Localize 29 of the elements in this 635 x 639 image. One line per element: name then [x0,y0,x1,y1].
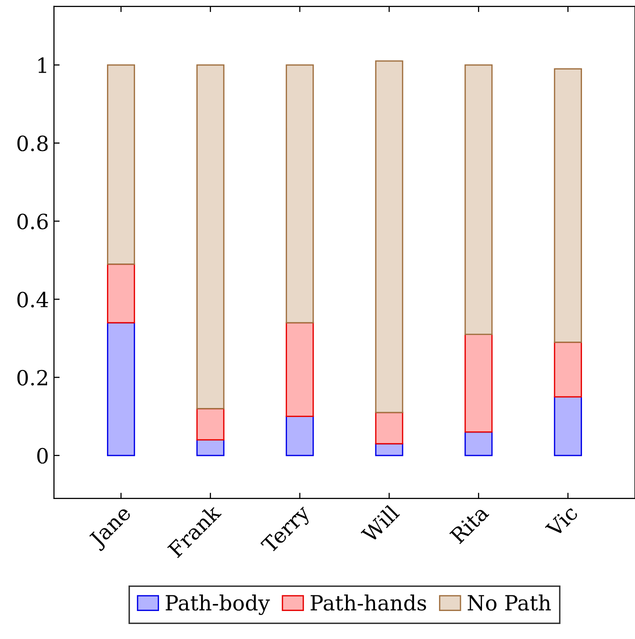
x-tick-label: Vic [544,504,579,538]
legend-label: No Path [468,594,551,611]
bar [106,322,136,456]
bar [464,64,493,336]
legend-label: Path-hands [310,594,426,611]
bar [554,342,582,398]
bar [554,396,582,456]
bar [375,412,404,444]
bar [106,263,136,324]
bar [464,334,493,433]
bar [375,60,404,414]
bar [286,416,314,456]
bar [286,322,314,418]
y-tick-label: 0.8 [17,136,48,152]
x-tick-label: Rita [449,504,490,544]
y-tick-label: 0.2 [17,370,48,386]
bar [464,431,493,456]
y-tick-label: 1 [38,57,46,73]
bar [196,439,224,456]
bar [286,64,314,324]
legend-label: Path-body [166,594,270,615]
x-tick-label: Will [360,504,400,544]
bar [196,408,224,440]
y-tick-label: 0.6 [17,214,48,230]
bar [196,64,224,410]
bar [554,68,582,343]
y-tick-label: 0 [37,448,48,464]
y-tick-label: 0.4 [17,292,48,308]
bar [106,64,136,265]
